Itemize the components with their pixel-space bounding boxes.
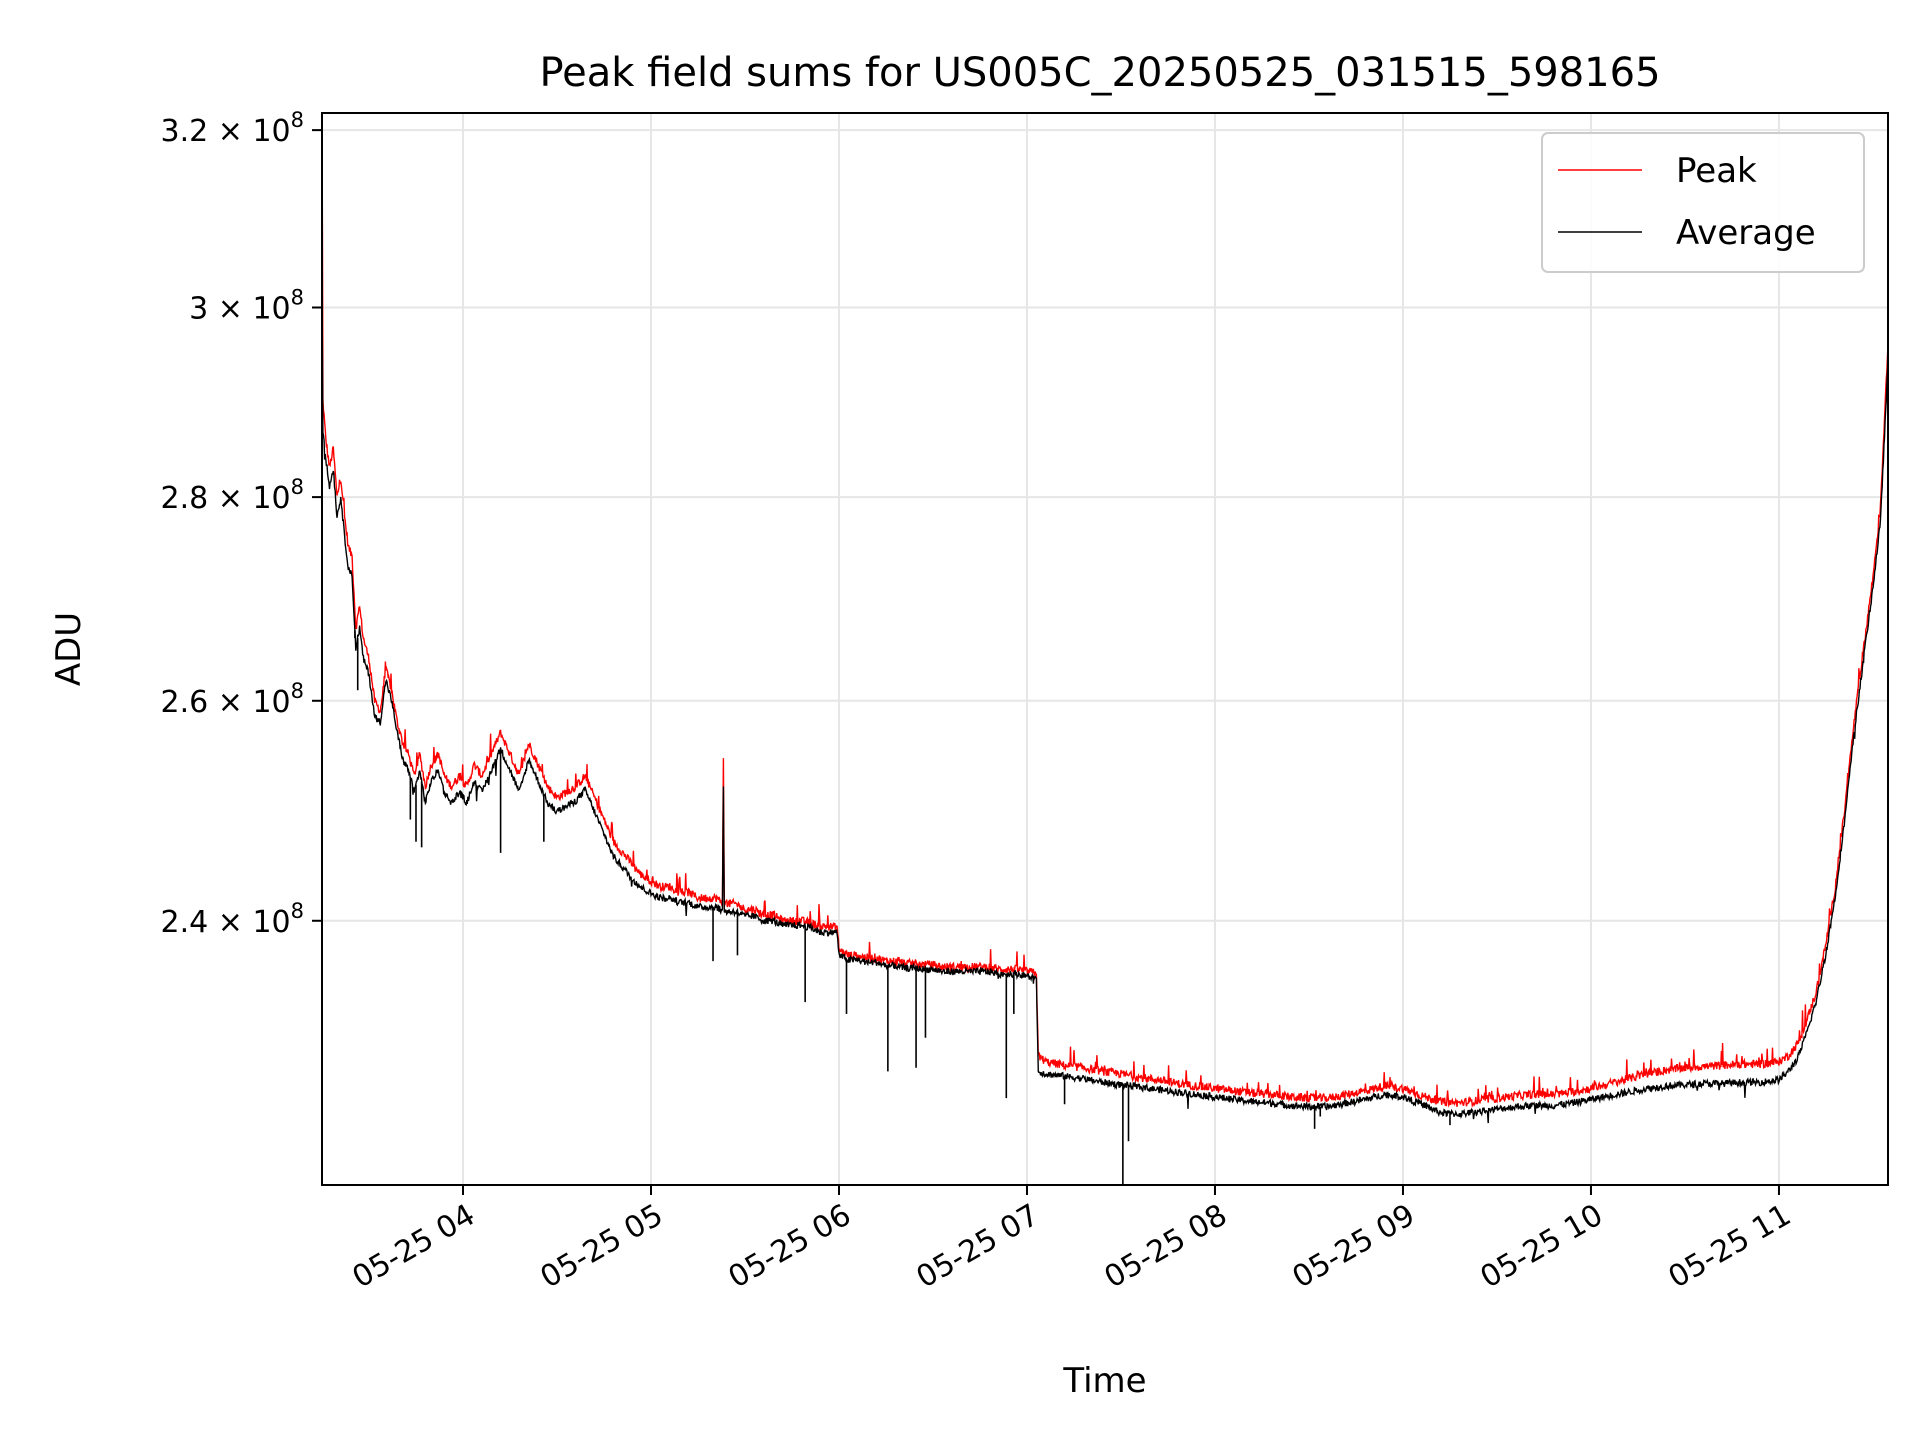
- y-tick-times: × 10: [208, 481, 290, 516]
- y-tick-times: × 10: [208, 291, 290, 326]
- y-tick-mantissa: 2.4: [161, 905, 209, 940]
- y-tick-mantissa: 2.6: [161, 685, 209, 720]
- series-average-line: [321, 298, 1889, 1124]
- legend-label-average: Average: [1676, 213, 1816, 253]
- x-axis-title: Time: [1062, 1361, 1146, 1401]
- y-tick-label: 2.8 × 108: [161, 475, 304, 516]
- y-tick-mantissa: 3.2: [161, 114, 209, 149]
- y-tick-label: 2.4 × 108: [161, 899, 304, 940]
- y-tick-times: × 10: [208, 685, 290, 720]
- y-axis-title: ADU: [49, 612, 89, 686]
- legend-box: [1541, 132, 1865, 273]
- y-tick-mantissa: 2.8: [161, 481, 209, 516]
- y-tick-exponent: 8: [291, 108, 304, 132]
- plot-series: [321, 112, 1889, 1185]
- series-peak-line: [321, 112, 1889, 1109]
- y-tick-label: 2.6 × 108: [161, 679, 304, 720]
- y-tick-exponent: 8: [291, 899, 304, 923]
- legend: Peak Average: [1541, 132, 1865, 273]
- chart-title: Peak field sums for US005C_20250525_0315…: [539, 50, 1660, 96]
- y-tick-label: 3 × 108: [189, 285, 304, 326]
- y-tick-times: × 10: [208, 114, 290, 149]
- plot-frame: [321, 112, 1889, 1186]
- y-tick-label: 3.2 × 108: [161, 108, 304, 149]
- y-tick-exponent: 8: [291, 475, 304, 499]
- grid: [322, 113, 1888, 1185]
- y-tick-mantissa: 3: [189, 291, 208, 326]
- legend-label-peak: Peak: [1676, 151, 1757, 191]
- y-tick-times: × 10: [208, 905, 290, 940]
- spike-marks: [354, 630, 1451, 1185]
- y-tick-exponent: 8: [291, 285, 304, 309]
- y-tick-exponent: 8: [291, 679, 304, 703]
